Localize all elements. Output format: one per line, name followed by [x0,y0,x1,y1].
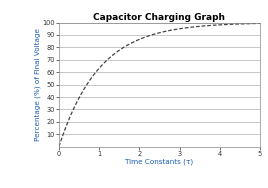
Title: Capacitor Charging Graph: Capacitor Charging Graph [94,13,225,22]
Y-axis label: Percentage (%) of Final Voltage: Percentage (%) of Final Voltage [34,28,41,141]
X-axis label: Time Constants (τ): Time Constants (τ) [125,158,193,165]
